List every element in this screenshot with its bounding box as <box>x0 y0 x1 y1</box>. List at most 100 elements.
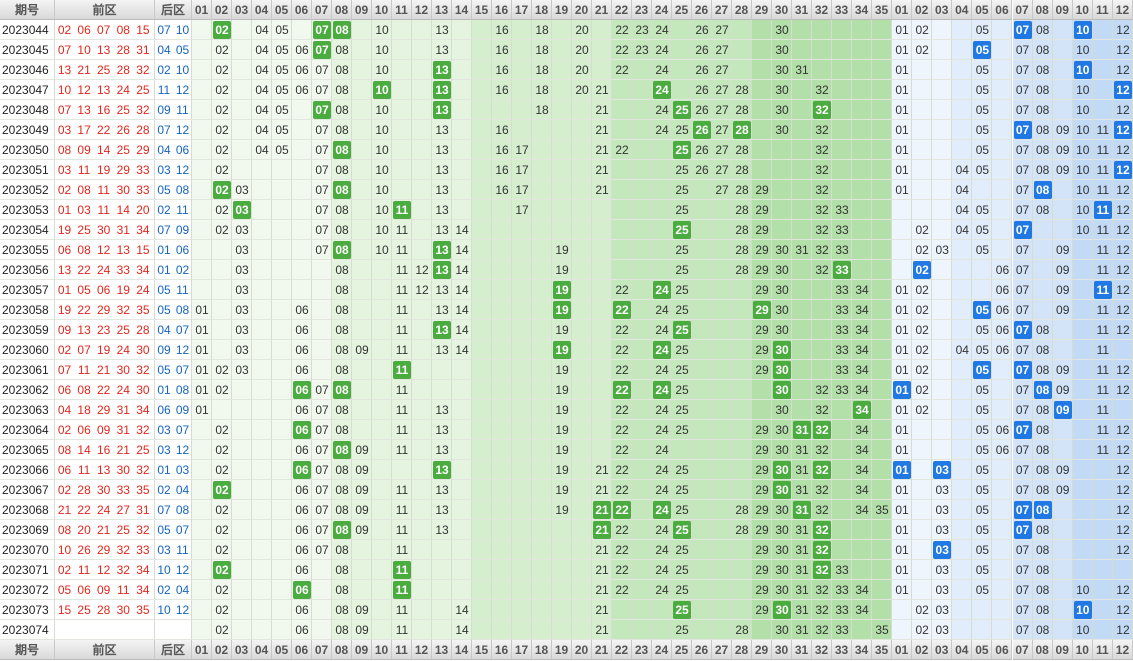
grid-cell <box>192 440 212 460</box>
grid-cell <box>1052 140 1073 160</box>
front-column-header: 12 <box>412 0 432 20</box>
grid-cell <box>192 180 212 200</box>
grid-cell <box>232 380 252 400</box>
front-grid-number: 01 <box>195 383 209 397</box>
grid-cell <box>432 580 452 600</box>
grid-cell <box>372 440 392 460</box>
grid-cell <box>472 380 492 400</box>
front-number: 27 <box>116 503 130 517</box>
front-grid-number: 30 <box>775 523 789 537</box>
front-number: 02 <box>57 343 72 357</box>
grid-cell <box>952 240 973 260</box>
grid-cell <box>292 260 312 280</box>
front-grid-number: 11 <box>395 423 409 437</box>
front-grid-number: 08 <box>335 123 349 137</box>
grid-cell <box>372 40 392 60</box>
grid-cell <box>472 180 492 200</box>
grid-cell <box>1092 560 1113 580</box>
period: 2023050 <box>2 143 49 157</box>
front-grid-number: 02 <box>215 583 229 597</box>
front-grid-number: 10 <box>375 103 389 117</box>
grid-cell <box>912 140 933 160</box>
grid-cell <box>512 500 532 520</box>
grid-cell <box>352 160 372 180</box>
back-grid-number: 05 <box>975 243 990 257</box>
grid-cell <box>932 20 953 40</box>
front-grid-number: 07 <box>315 463 329 477</box>
front-grid-number: 33 <box>835 583 849 597</box>
front-grid-number: 06 <box>295 603 309 617</box>
grid-cell <box>532 420 552 440</box>
grid-cell <box>872 360 892 380</box>
back-grid-number: 08 <box>1035 63 1050 77</box>
front-column-header: 28 <box>732 640 752 660</box>
front-grid-number: 29 <box>755 363 769 377</box>
front-number: 05 <box>57 583 72 597</box>
front-grid-number: 07 <box>315 63 329 77</box>
front-grid-number: 14 <box>455 623 469 637</box>
grid-cell <box>692 320 712 340</box>
front-grid-number: 13 <box>435 523 449 537</box>
grid-cell <box>712 280 732 300</box>
front-column-header: 03 <box>232 640 252 660</box>
grid-cell <box>792 140 812 160</box>
grid-cell <box>192 260 212 280</box>
back-grid-number: 01 <box>895 103 909 117</box>
front-number: 02 <box>57 483 72 497</box>
grid-cell <box>772 20 792 40</box>
back-grid-number: 05 <box>975 163 990 177</box>
grid-cell <box>1092 40 1113 60</box>
back-column-header: 09 <box>1052 0 1073 20</box>
grid-cell <box>372 160 392 180</box>
grid-cell <box>1052 340 1073 360</box>
grid-cell <box>932 100 953 120</box>
front-column-header: 26 <box>692 640 712 660</box>
front-grid-number: 10 <box>375 123 389 137</box>
grid-cell <box>992 600 1013 620</box>
grid-cell <box>252 620 272 640</box>
period: 2023057 <box>2 283 49 297</box>
front-grid-number: 34 <box>855 583 869 597</box>
back-grid-number: 08 <box>1035 363 1050 377</box>
back-number: 01 <box>157 243 171 257</box>
front-column-header: 16 <box>492 0 512 20</box>
back-grid-number: 03 <box>935 603 949 617</box>
grid-cell <box>872 240 892 260</box>
front-grid-number: 13 <box>435 403 449 417</box>
front-grid-number: 07 <box>315 143 329 157</box>
grid-cell <box>472 400 492 420</box>
front-number: 35 <box>136 603 150 617</box>
grid-cell <box>252 320 272 340</box>
grid-cell <box>712 100 732 120</box>
grid-cell <box>432 560 452 580</box>
front-grid-number: 19 <box>555 323 569 337</box>
front-number: 24 <box>97 503 111 517</box>
grid-cell <box>1052 120 1073 140</box>
back-hit: 08 <box>1033 501 1052 519</box>
front-grid-number: 10 <box>375 243 389 257</box>
front-grid-number: 24 <box>655 523 669 537</box>
back-number: 07 <box>157 503 171 517</box>
grid-cell <box>972 260 993 280</box>
grid-cell <box>512 300 532 320</box>
front-grid-number: 29 <box>755 183 769 197</box>
back-grid-number: 01 <box>895 63 909 77</box>
grid-cell <box>1012 80 1033 100</box>
front-grid-number: 11 <box>395 343 409 357</box>
grid-cell <box>892 40 913 60</box>
grid-cell <box>592 420 612 440</box>
grid-cell <box>632 600 652 620</box>
grid-cell <box>732 80 752 100</box>
grid-cell <box>1012 60 1033 80</box>
grid-cell <box>272 440 292 460</box>
grid-cell <box>832 420 852 440</box>
grid-cell <box>272 380 292 400</box>
front-grid-number: 02 <box>215 363 229 377</box>
grid-cell <box>692 500 712 520</box>
grid-cell <box>952 60 973 80</box>
front-grid-number: 30 <box>775 23 789 37</box>
column-header: 期号 <box>0 640 55 660</box>
grid-cell <box>492 560 512 580</box>
grid-cell <box>732 540 752 560</box>
grid-cell <box>992 160 1013 180</box>
